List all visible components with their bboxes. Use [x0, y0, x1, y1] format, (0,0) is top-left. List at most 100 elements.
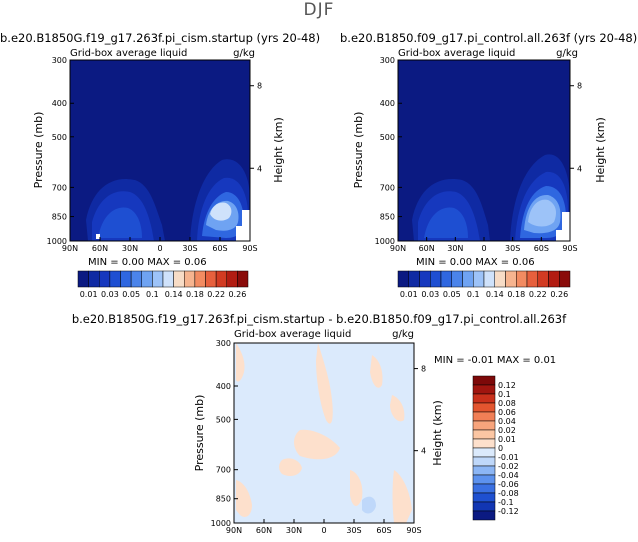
colorbar-label: 0.22: [207, 290, 225, 299]
colorbar-swatch: [472, 420, 496, 431]
panel-2-plot-area: [397, 59, 571, 242]
x-tick-label: 30N: [447, 244, 463, 253]
colorbar-label: -0.02: [498, 462, 519, 471]
y2-tick-label: 8: [577, 82, 582, 91]
panel-3-y2label: Height (km): [431, 400, 444, 466]
colorbar-swatch: [472, 456, 496, 467]
x-tick-label: 30S: [505, 244, 520, 253]
x-tick-label: 60S: [212, 244, 227, 253]
colorbar-label: 0.05: [122, 290, 140, 299]
x-tick-label: 30N: [286, 526, 302, 535]
colorbar-label: 0.03: [421, 290, 439, 299]
y-tick-label: 400: [216, 382, 231, 391]
colorbar-swatch: [130, 270, 142, 288]
y2-tick-label: 4: [257, 164, 262, 173]
colorbar-swatch: [472, 411, 496, 422]
colorbar-label: 0.03: [101, 290, 119, 299]
colorbar-label: -0.1: [498, 498, 514, 507]
panel-1-title: b.e20.B1850G.f19_g17.263f.pi_cism.startu…: [0, 31, 320, 45]
x-tick-label: 60N: [92, 244, 108, 253]
colorbar-swatch: [472, 474, 496, 485]
colorbar-swatch: [141, 270, 153, 288]
panel-1-axes: 90N 60N 30N 0 30S 60S 90S 300 400 500 700 850 1000 8 4: [47, 56, 262, 253]
panel-2-ylabel: Pressure (mb): [352, 112, 365, 189]
y-tick-label: 700: [52, 183, 67, 192]
colorbar-swatch: [226, 270, 238, 288]
colorbar-swatch: [472, 384, 496, 395]
panel-2-colorbar: 0.01 0.03 0.05 0.1 0.14 0.18 0.22 0.26: [397, 270, 571, 299]
colorbar-label: 0.04: [498, 417, 516, 426]
colorbar-swatch: [472, 438, 496, 449]
colorbar-swatch: [483, 270, 495, 288]
colorbar-swatch: [99, 270, 111, 288]
panel-2-subtitle-right: g/kg: [556, 48, 578, 59]
panel-3-subtitle-left: Grid-box average liquid: [234, 329, 351, 340]
y-tick-label: 500: [52, 133, 67, 142]
panel-3-plot-area: [233, 342, 415, 524]
colorbar-swatch: [109, 270, 121, 288]
colorbar-label: 0.18: [186, 290, 204, 299]
colorbar-swatch: [472, 393, 496, 404]
x-tick-label: 0: [157, 244, 162, 253]
colorbar-swatch: [472, 375, 496, 386]
colorbar-swatch: [472, 492, 496, 503]
panel-1-ylabel: Pressure (mb): [32, 112, 45, 189]
x-tick-label: 0: [321, 526, 326, 535]
colorbar-label: 0.14: [165, 290, 183, 299]
colorbar-swatch: [194, 270, 206, 288]
y-tick-label: 700: [216, 466, 231, 475]
colorbar-swatch: [397, 270, 409, 288]
colorbar-label: 0.26: [228, 290, 246, 299]
y-tick-label: 850: [380, 213, 395, 222]
colorbar-label: 0.05: [443, 290, 461, 299]
x-tick-label: 30S: [346, 526, 361, 535]
panel-3-colorbar: 0.120.10.080.060.040.020.010-0.01-0.02-0…: [472, 375, 519, 521]
panel-1: b.e20.B1850G.f19_g17.263f.pi_cism.startu…: [0, 31, 320, 299]
colorbar-swatch: [472, 447, 496, 458]
colorbar-label: -0.04: [498, 471, 519, 480]
colorbar-swatch: [505, 270, 517, 288]
panel-2-minmax: MIN = 0.00 MAX = 0.06: [416, 257, 535, 268]
colorbar-label: 0.1: [467, 290, 480, 299]
colorbar-label: 0.06: [498, 408, 516, 417]
y-tick-label: 300: [380, 56, 395, 65]
colorbar-label: 0.08: [498, 399, 516, 408]
colorbar-swatch: [494, 270, 506, 288]
colorbar-swatch: [237, 270, 249, 288]
figure-title: DJF: [303, 0, 335, 20]
colorbar-label: 0.26: [550, 290, 568, 299]
colorbar-swatch: [526, 270, 538, 288]
y-tick-label: 400: [52, 99, 67, 108]
x-tick-label: 60N: [419, 244, 435, 253]
colorbar-swatch: [462, 270, 474, 288]
colorbar-label: 0.22: [529, 290, 547, 299]
colorbar-swatch: [516, 270, 528, 288]
x-tick-label: 90S: [242, 244, 257, 253]
panel-1-y2label: Height (km): [272, 117, 285, 183]
colorbar-label: 0.01: [80, 290, 98, 299]
y-tick-label: 700: [380, 183, 395, 192]
y-tick-label: 300: [216, 339, 231, 348]
colorbar-swatch: [77, 270, 89, 288]
panel-3-ylabel: Pressure (mb): [193, 395, 206, 472]
panel-2-subtitle-left: Grid-box average liquid: [398, 48, 515, 59]
colorbar-swatch: [473, 270, 485, 288]
x-tick-label: 30S: [182, 244, 197, 253]
colorbar-swatch: [88, 270, 100, 288]
panel-2-y2label: Height (km): [594, 117, 607, 183]
colorbar-label: 0.14: [486, 290, 504, 299]
colorbar-swatch: [472, 465, 496, 476]
panel-1-subtitle-left: Grid-box average liquid: [70, 48, 187, 59]
colorbar-label: 0.02: [498, 426, 516, 435]
panel-2-title: b.e20.B1850.f09_g17.pi_control.all.263f …: [340, 31, 637, 45]
colorbar-label: 0.1: [146, 290, 159, 299]
panel-3-subtitle-right: g/kg: [392, 329, 414, 340]
colorbar-swatch: [152, 270, 164, 288]
x-tick-label: 0: [481, 244, 486, 253]
colorbar-label: -0.12: [498, 507, 519, 516]
colorbar-swatch: [215, 270, 227, 288]
x-tick-label: 30N: [122, 244, 138, 253]
y-tick-label: 850: [216, 495, 231, 504]
panel-3-title: b.e20.B1850G.f19_g17.263f.pi_cism.startu…: [72, 312, 567, 326]
colorbar-swatch: [173, 270, 185, 288]
